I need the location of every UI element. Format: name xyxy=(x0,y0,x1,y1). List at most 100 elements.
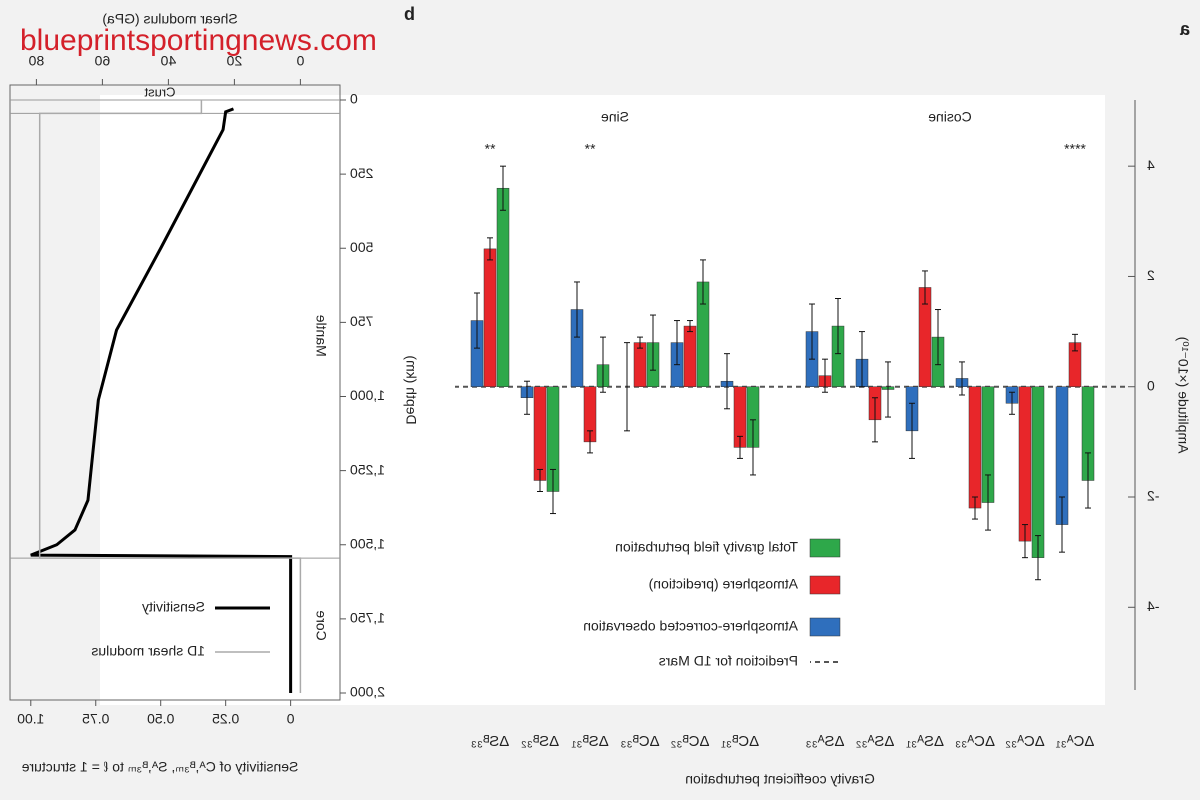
x-tick-label: ΔCᴮ₃₃ xyxy=(620,733,659,750)
error-bar xyxy=(587,430,593,454)
region-label: Crust xyxy=(144,84,175,99)
error-bar xyxy=(537,468,543,492)
y-tick-label: 750 xyxy=(350,313,374,329)
watermark: blueprintsportingnews.com xyxy=(20,24,377,57)
significance: ** xyxy=(484,141,495,157)
y-tick-label: 4 xyxy=(1147,157,1155,173)
error-bar xyxy=(674,320,680,366)
panel-label: a xyxy=(1179,19,1190,39)
legend-label: Atmosphere (prediction) xyxy=(649,576,798,592)
panel-label: b xyxy=(404,4,415,24)
x-tick-label: 1.00 xyxy=(17,711,44,727)
error-bar xyxy=(487,237,493,261)
x2-tick-label: 20 xyxy=(226,53,242,69)
plot-frame xyxy=(9,84,341,701)
error-bar xyxy=(650,314,656,371)
error-bar xyxy=(1022,524,1028,559)
error-bar xyxy=(822,358,828,393)
y-tick-label: 1,250 xyxy=(350,461,385,477)
legend-label: 1D shear modulus xyxy=(91,643,205,659)
y-axis-label: Amplitude (×10⁻¹⁰) xyxy=(1175,337,1191,454)
error-bar xyxy=(624,342,630,432)
significance: **** xyxy=(1064,141,1086,157)
x-tick-label: ΔCᴮ₃₁ xyxy=(721,733,759,750)
bar xyxy=(633,342,647,387)
legend-swatch xyxy=(809,575,841,595)
error-bar xyxy=(909,402,915,459)
error-bar xyxy=(750,419,756,476)
error-bar xyxy=(574,281,580,338)
x-tick-label: 0 xyxy=(287,711,295,727)
y-tick-label: -4 xyxy=(1147,598,1160,614)
x-axis-label: Gravity coefficient perturbation xyxy=(685,771,875,787)
x2-tick-label: 0 xyxy=(296,53,304,69)
bar xyxy=(1031,386,1045,558)
x-tick-label: ΔCᴬ₃₃ xyxy=(955,733,995,750)
x2-axis-label: Shear modulus (GPa) xyxy=(102,11,237,27)
error-bar xyxy=(959,361,965,396)
error-bar xyxy=(637,336,643,349)
error-bar xyxy=(809,303,815,360)
error-bar xyxy=(524,380,530,415)
x-axis-label: Sensitivity of Cᴬ,ᴮ₃ₘ, Sᴬ,ᴮ₃ₘ to ℓ = 1 s… xyxy=(21,759,298,775)
line-series xyxy=(30,107,293,693)
error-bar xyxy=(724,353,730,410)
bar xyxy=(483,248,497,387)
y-tick-label: 0 xyxy=(350,91,358,107)
legend-swatch xyxy=(809,538,841,558)
x2-tick-label: 60 xyxy=(94,53,110,69)
error-bar xyxy=(1085,452,1091,509)
x-tick-label: 0.75 xyxy=(82,711,109,727)
error-bar xyxy=(550,468,556,515)
bar xyxy=(1018,386,1032,542)
legend-label: Prediction for 1D Mars xyxy=(659,653,798,669)
y-tick-label: 0 xyxy=(1147,377,1155,393)
x2-tick-label: 40 xyxy=(160,53,176,69)
x-tick-label: 0.50 xyxy=(147,711,174,727)
legend-swatch xyxy=(809,617,841,637)
error-bar xyxy=(1072,333,1078,352)
x-tick-label: ΔCᴮ₃₂ xyxy=(670,733,709,750)
error-bar xyxy=(922,270,928,305)
bar xyxy=(496,187,510,387)
error-bar xyxy=(600,336,606,393)
y-tick-label: 2,000 xyxy=(350,684,385,700)
x-tick-label: ΔCᴬ₃₂ xyxy=(1005,733,1045,750)
legend-label: Atmosphere-corrected observation xyxy=(583,618,798,634)
error-bar xyxy=(500,165,506,211)
paper-area xyxy=(100,95,1105,705)
y-axis-label: Depth (km) xyxy=(403,355,419,424)
y-tick-label: 250 xyxy=(350,165,374,181)
bar xyxy=(968,386,982,509)
error-bar xyxy=(935,309,941,366)
error-bar xyxy=(972,496,978,520)
y-tick-label: 500 xyxy=(350,239,374,255)
y-tick-label: 1,500 xyxy=(350,535,385,551)
error-bar xyxy=(872,397,878,443)
y-tick-label: -2 xyxy=(1147,488,1160,504)
region-label: Mantle xyxy=(313,314,329,356)
x-tick-label: ΔSᴮ₃₃ xyxy=(471,733,509,750)
x-tick-label: ΔSᴬ₃₃ xyxy=(805,733,844,750)
error-bar xyxy=(700,259,706,305)
y-tick-label: 1,000 xyxy=(350,387,385,403)
error-bar xyxy=(1035,535,1041,581)
group-label: Cosine xyxy=(928,109,972,125)
legend-label: Total gravity field perturbation xyxy=(615,539,798,555)
region-label: Core xyxy=(313,610,329,641)
group-label: Sine xyxy=(601,109,629,125)
error-bar xyxy=(985,474,991,531)
error-bar xyxy=(835,298,841,355)
error-bar xyxy=(1009,391,1015,415)
error-bar xyxy=(687,320,693,333)
bar xyxy=(533,386,547,481)
y-tick-label: 1,750 xyxy=(350,610,385,626)
x-tick-label: ΔSᴮ₃₂ xyxy=(521,733,559,750)
error-bar xyxy=(737,435,743,459)
bar xyxy=(683,325,697,387)
x-tick-label: ΔSᴬ₃₂ xyxy=(855,733,894,750)
x-tick-label: ΔSᴮ₃₁ xyxy=(571,733,608,750)
significance: ** xyxy=(584,141,595,157)
